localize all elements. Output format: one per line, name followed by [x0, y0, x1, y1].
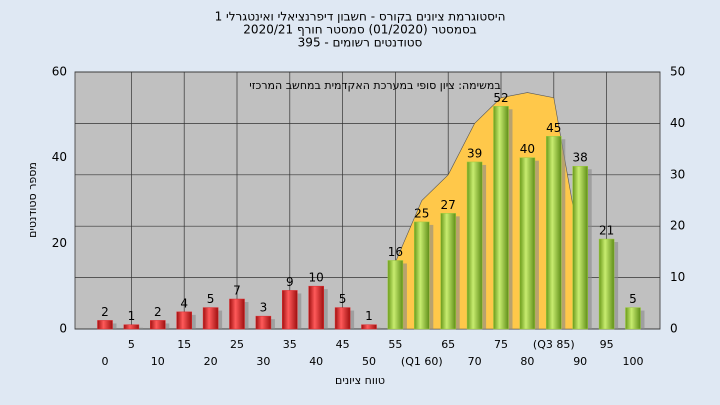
chart-title: היסטוגרמת ציונים בקורס - חשבון דיפרנציאל…	[215, 10, 506, 24]
data-label: 40	[520, 142, 535, 156]
data-label: 16	[388, 245, 403, 259]
data-label: 4	[180, 296, 188, 310]
x-tick-label: (Q1 60)	[401, 355, 443, 368]
bar	[572, 165, 588, 330]
data-label: 9	[286, 275, 294, 289]
bar	[255, 315, 272, 330]
x-tick-label: 45	[336, 338, 350, 351]
y2-tick-label: 20	[670, 219, 685, 233]
bar	[387, 260, 404, 330]
bar	[176, 311, 192, 330]
x-tick-label: 80	[520, 355, 534, 368]
y-tick-label: 20	[52, 236, 67, 250]
data-label: 2	[101, 305, 109, 319]
x-tick-label: 55	[388, 338, 402, 351]
y-tick-label: 0	[59, 322, 67, 336]
bar	[97, 320, 113, 330]
data-label: 5	[629, 292, 637, 306]
x-tick-label: 15	[177, 338, 191, 351]
data-label: 2	[154, 305, 162, 319]
bar	[308, 285, 324, 330]
data-label: 1	[365, 309, 373, 323]
y2-tick-label: 40	[670, 116, 685, 130]
x-tick-label: 10	[151, 355, 165, 368]
x-tick-label: 65	[441, 338, 455, 351]
data-label: 45	[546, 121, 561, 135]
y2-tick-label: 10	[670, 270, 685, 284]
bar	[546, 136, 562, 330]
bar	[598, 238, 615, 330]
data-label: 5	[207, 292, 215, 306]
bar	[202, 307, 219, 330]
bar	[466, 161, 483, 330]
data-label: 10	[309, 271, 324, 285]
chart-subtitle: סטודנטים רשומים - 395	[298, 36, 423, 50]
x-tick-label: 50	[362, 355, 376, 368]
x-tick-label: 20	[204, 355, 218, 368]
bar	[229, 298, 245, 330]
bar	[282, 290, 298, 330]
chart-subtitle: בסמסטר (01/2020) סמסטר חורף 2020/21	[243, 23, 476, 37]
x-tick-label: 0	[102, 355, 109, 368]
bar	[519, 157, 536, 330]
bar	[334, 307, 351, 330]
data-label: 3	[260, 301, 268, 315]
bar	[625, 307, 641, 330]
y2-tick-label: 30	[670, 167, 685, 181]
x-tick-label: 95	[600, 338, 614, 351]
y2-tick-label: 0	[670, 322, 678, 336]
data-label: 27	[441, 198, 456, 212]
x-tick-label: 35	[283, 338, 297, 351]
data-label: 7	[233, 284, 241, 298]
data-label: 25	[414, 206, 429, 220]
x-tick-label: 5	[128, 338, 135, 351]
y-tick-label: 60	[52, 65, 67, 79]
bar	[150, 320, 166, 330]
x-tick-label: (Q3 85)	[533, 338, 575, 351]
y2-tick-label: 50	[670, 65, 685, 79]
data-label: 1	[128, 309, 136, 323]
x-tick-label: 90	[573, 355, 587, 368]
data-label: 5	[339, 292, 347, 306]
x-tick-label: 40	[309, 355, 323, 368]
x-tick-label: 30	[256, 355, 270, 368]
x-tick-label: 70	[468, 355, 482, 368]
x-tick-label: 75	[494, 338, 508, 351]
data-label: 38	[573, 151, 588, 165]
data-label: 52	[493, 91, 508, 105]
data-label: 39	[467, 146, 482, 160]
y-axis-label: מספר סטודנטים	[26, 162, 39, 238]
bar	[414, 221, 430, 330]
data-label: 21	[599, 224, 614, 238]
y-tick-label: 40	[52, 150, 67, 164]
x-axis-label: טווח ציונים	[335, 374, 385, 387]
x-tick-label: 100	[623, 355, 644, 368]
bar	[361, 324, 377, 330]
bar	[440, 213, 456, 330]
annotation: במשימה: ציון סופי במערכת האקדמית במחשב ה…	[249, 79, 500, 92]
bar	[493, 106, 509, 330]
bar	[123, 324, 140, 330]
x-tick-label: 25	[230, 338, 244, 351]
